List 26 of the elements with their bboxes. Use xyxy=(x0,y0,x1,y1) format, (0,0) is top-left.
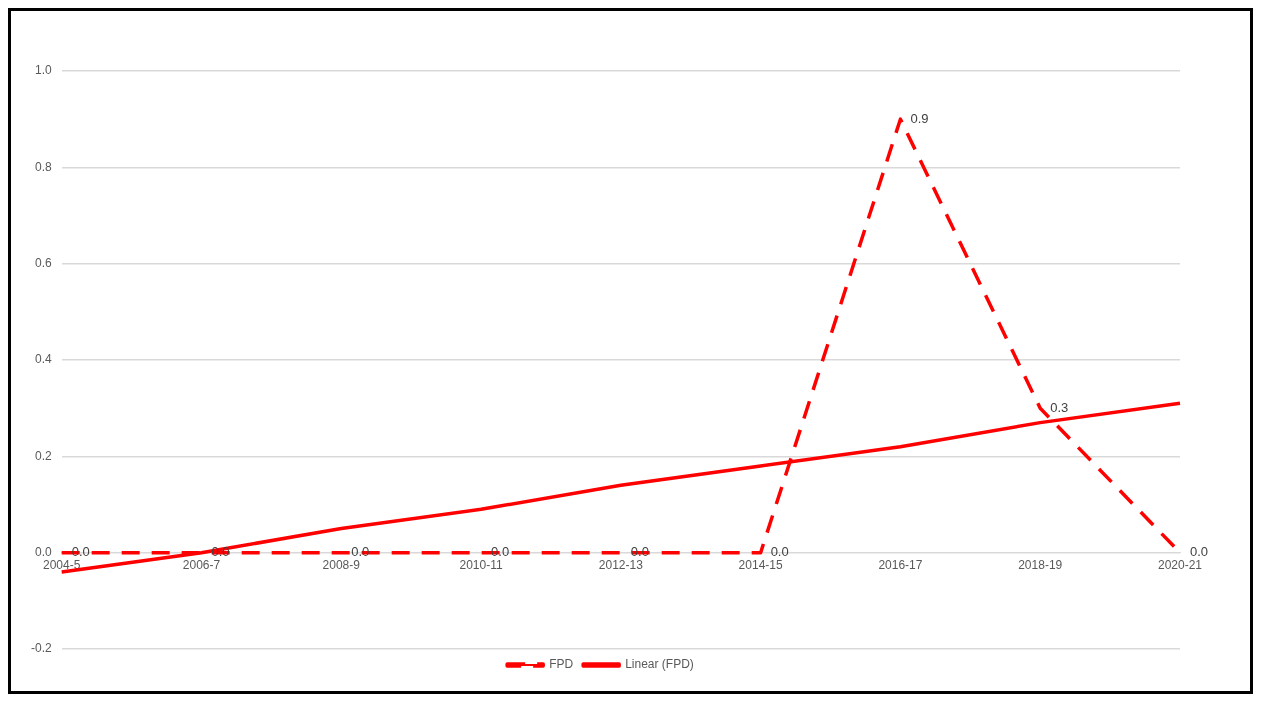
x-tick-label: 2006-7 xyxy=(182,558,221,573)
y-tick-label: 0.8 xyxy=(34,159,52,174)
y-tick-label: 1.0 xyxy=(34,63,52,78)
x-tick-label: 2020-21 xyxy=(1157,558,1203,573)
data-label: 0.0 xyxy=(630,544,649,560)
data-label: 0.0 xyxy=(1190,544,1209,560)
x-tick-label: 2016-17 xyxy=(878,558,923,573)
y-tick-label: 0.2 xyxy=(34,448,52,463)
x-tick-label: 2004-5 xyxy=(42,558,81,573)
y-tick-label: 0.0 xyxy=(34,544,52,559)
data-label: 0.0 xyxy=(351,544,370,560)
legend-label: FPD xyxy=(549,657,574,672)
y-tick-label: -0.2 xyxy=(30,641,52,656)
x-tick-label: 2008-9 xyxy=(322,558,361,573)
data-label: 0.0 xyxy=(770,544,789,560)
x-tick-label: 2012-13 xyxy=(598,558,644,573)
y-tick-label: 0.4 xyxy=(34,352,52,367)
x-tick-label: 2018-19 xyxy=(1018,558,1063,573)
data-label: 0.0 xyxy=(71,544,90,560)
x-tick-label: 2010-11 xyxy=(459,558,503,573)
legend-label: Linear (FPD) xyxy=(625,657,694,672)
data-label: 0.0 xyxy=(491,544,510,560)
x-tick-label: 2014-15 xyxy=(738,558,783,573)
data-label: 0.9 xyxy=(910,110,929,126)
data-label: 0.3 xyxy=(1050,399,1069,415)
y-tick-label: 0.6 xyxy=(34,255,52,270)
